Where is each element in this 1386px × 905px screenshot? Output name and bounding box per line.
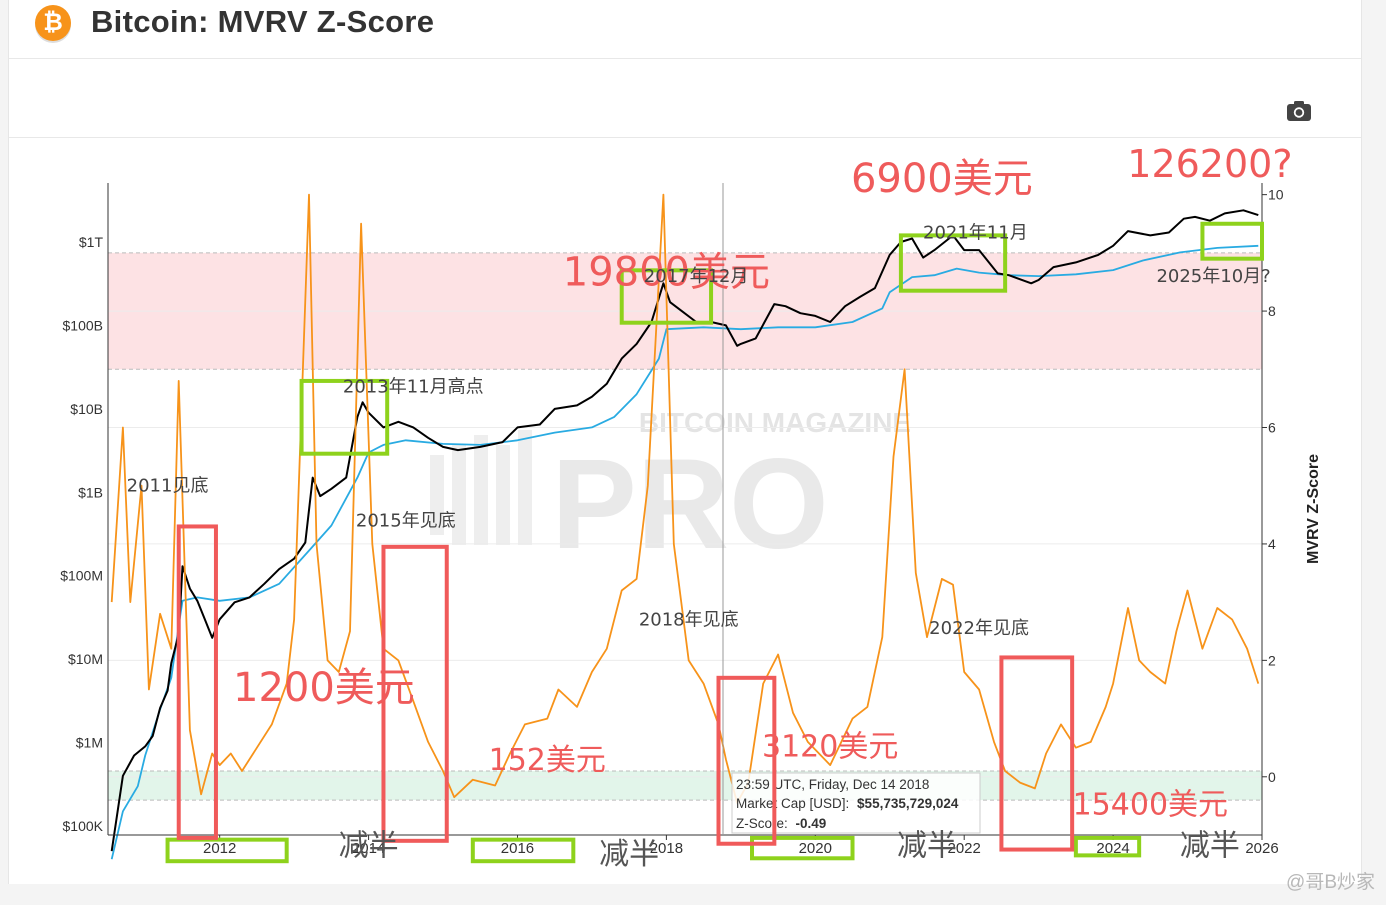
tooltip-z-value: -0.49 [796, 816, 827, 831]
x-tick-label: 2022 [948, 840, 981, 857]
zone-band-1 [108, 770, 1262, 801]
green-highlight-box [299, 378, 390, 456]
right-tick-label: 6 [1268, 420, 1276, 436]
chart-header: ₿ Bitcoin: MVRV Z-Score [9, 0, 1361, 59]
watermark: BITCOIN MAGAZINE PRO [430, 407, 911, 576]
series-layer [110, 193, 1260, 860]
right-axis-label: MVRV Z-Score [1305, 454, 1322, 564]
x-tick-label: 2014 [352, 840, 385, 857]
period-label: 2022年见底 [929, 618, 1029, 639]
halving-label: 减半 [599, 837, 659, 872]
red-highlight-box [176, 524, 218, 840]
period-label: 2021年11月 [923, 222, 1028, 243]
right-tick-label: 4 [1268, 536, 1276, 552]
green-highlight-box [470, 837, 576, 864]
green-highlight-box [1073, 835, 1142, 858]
price-annotation: 19800美元 [563, 250, 770, 296]
watermark-line2: PRO [551, 433, 828, 576]
green-highlight-box [898, 233, 1008, 293]
green-highlight-box [750, 835, 855, 861]
right-tick-label: 8 [1268, 303, 1276, 319]
red-highlight-box [999, 655, 1075, 852]
price-annotation: 1200美元 [233, 665, 415, 711]
watermark-line1: BITCOIN MAGAZINE [639, 407, 911, 438]
period-label: 2011见底 [127, 476, 209, 497]
price-annotation: 6900美元 [851, 156, 1033, 202]
green-highlight-box [165, 837, 289, 864]
green-highlight-box [619, 268, 714, 325]
x-tick-label: 2026 [1245, 840, 1278, 857]
series-market-cap [110, 209, 1259, 852]
left-tick-label: $1B [78, 484, 103, 500]
left-tick-label: $100B [63, 317, 103, 333]
annotations-layer: 1200美元 19800美元 6900美元 126200? 152美元 3120美元 154… [127, 142, 1293, 872]
tooltip-mcap: Market Cap [USD]: $55,735,729,024 [736, 796, 959, 811]
period-label: 2018年见底 [639, 609, 739, 630]
bitcoin-icon: ₿ [35, 5, 71, 41]
price-annotation: 152美元 [489, 743, 606, 778]
period-label: 2017年12月 [644, 266, 749, 287]
red-highlight-box [716, 675, 777, 846]
left-tick-label: $10M [68, 651, 103, 667]
watermark-bars [430, 430, 532, 545]
series-realized-cap [110, 244, 1259, 860]
x-tick-label: 2012 [203, 840, 236, 857]
left-tick-label: $1M [76, 735, 103, 751]
green-highlight-box [1200, 221, 1265, 261]
right-tick-label: 2 [1268, 652, 1276, 668]
x-tick-label: 2016 [501, 840, 534, 857]
left-tick-label: $10B [70, 401, 103, 417]
price-annotation: 126200? [1127, 142, 1292, 186]
left-tick-label: $100M [60, 568, 103, 584]
price-annotation: 3120美元 [762, 729, 898, 764]
period-label: 2025年10月? [1156, 266, 1270, 287]
period-label: 2015年见底 [356, 510, 456, 531]
x-tick-label: 2018 [650, 840, 683, 857]
tooltip-mcap-label: Market Cap [USD]: [736, 796, 849, 811]
chart-card: ₿ Bitcoin: MVRV Z-Score [8, 0, 1362, 884]
tooltip-time: 23:59 UTC, Friday, Dec 14 2018 [736, 777, 929, 792]
tooltip-z: Z-Score: -0.49 [736, 816, 826, 831]
camera-icon[interactable] [1286, 99, 1312, 123]
halving-label: 减半 [1180, 828, 1240, 863]
chart-toolbar [9, 59, 1361, 138]
series-zscore [110, 193, 1260, 804]
left-tick-label: $1T [79, 234, 104, 250]
period-label: 2013年11月高点 [343, 377, 484, 398]
axes-layer: $1T $100B $10B $1B $100M $10M $1M $100K 10 8 6 4 2 0 M… [60, 183, 1322, 857]
price-annotation: 15400美元 [1073, 788, 1228, 823]
right-tick-label: 0 [1268, 769, 1276, 785]
x-tick-label: 2024 [1096, 840, 1129, 857]
left-tick-label: $100K [63, 818, 104, 834]
page-title: Bitcoin: MVRV Z-Score [91, 4, 435, 39]
right-tick-label: 10 [1268, 187, 1284, 203]
credit-watermark: @哥B炒家 [1286, 871, 1375, 893]
halving-label: 减半 [339, 828, 399, 863]
red-highlight-box [381, 544, 449, 843]
halving-label: 减半 [897, 828, 957, 863]
tooltip-mcap-value: $55,735,729,024 [857, 796, 959, 811]
x-tick-label: 2020 [799, 840, 832, 857]
tooltip-z-label: Z-Score: [736, 816, 788, 831]
